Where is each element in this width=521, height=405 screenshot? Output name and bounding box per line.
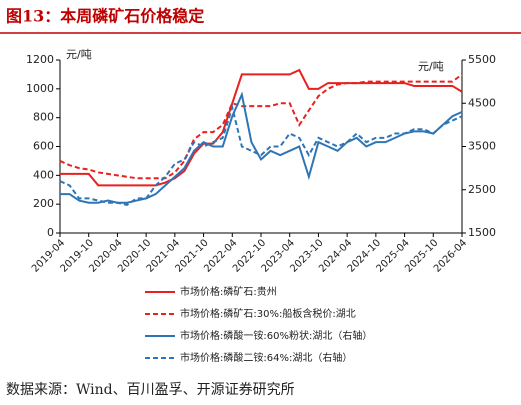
y-tick-label: 0 (47, 226, 54, 239)
series-line (60, 91, 463, 204)
y2-tick-label: 5500 (468, 53, 496, 66)
source-note: 数据来源：Wind、百川盈孚、开源证券研究所 (6, 382, 295, 398)
series-line (60, 68, 463, 187)
y-tick-label: 800 (33, 111, 54, 124)
series-line (59, 73, 463, 180)
y-tick-label: 200 (33, 197, 54, 210)
y-tick-label: 400 (33, 168, 54, 181)
y2-tick-label: 1500 (468, 226, 496, 239)
y-tick-label: 1200 (26, 53, 54, 66)
y-axis-unit: 元/吨 (66, 48, 92, 61)
legend-label: 市场价格:磷酸一铵:60%粉状:湖北（右轴） (180, 329, 372, 342)
y2-tick-label: 3500 (468, 140, 496, 153)
y-tick-label: 1000 (26, 82, 54, 95)
legend-label: 市场价格:磷矿石:30%:船板含税价:湖北 (180, 307, 356, 320)
y2-tick-label: 4500 (468, 96, 496, 109)
series-line (59, 103, 463, 206)
legend-label: 市场价格:磷矿石:贵州 (180, 285, 277, 298)
y-tick-label: 600 (33, 140, 54, 153)
y2-axis-unit: 元/吨 (418, 60, 444, 73)
page-title: 图13：本周磷矿石价格稳定 (6, 7, 204, 26)
y2-tick-label: 2500 (468, 183, 496, 196)
legend-label: 市场价格:磷酸二铵:64%:湖北（右轴） (180, 351, 352, 364)
